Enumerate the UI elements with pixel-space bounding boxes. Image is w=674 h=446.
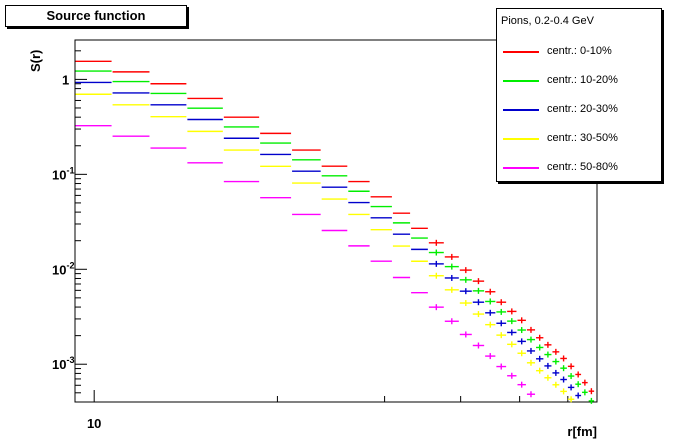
x-tick-label: 10 [87,416,101,431]
legend-label: centr.: 10-20% [547,74,618,86]
plot-frame [74,39,598,403]
tick-marks [75,50,569,403]
series-5 [75,124,536,398]
y-tick-label: 10-2 [52,260,74,277]
x-axis-label: r[fm] [567,424,597,439]
y-tick-exponent: -2 [66,260,74,270]
legend-label: centr.: 50-80% [547,161,618,173]
legend: Pions, 0.2-0.4 GeV centr.: 0-10% centr.: … [496,8,662,182]
y-tick-exponent: -3 [66,355,74,365]
y-tick-exponent: -1 [66,165,74,175]
y-tick-base: 1 [62,72,69,87]
series-4 [75,93,575,403]
series-1 [75,60,595,395]
legend-label: centr.: 30-50% [547,132,618,144]
y-tick-label: 1 [62,72,69,87]
legend-label: centr.: 0-10% [547,45,612,57]
legend-swatch [503,80,539,82]
data-points [75,60,595,404]
legend-swatch [503,167,539,169]
legend-label: centr.: 20-30% [547,103,618,115]
y-axis-label: S(r) [28,50,43,72]
tick-labels: 110-110-210-310 [52,72,101,431]
legend-swatch [503,51,539,53]
series-3 [75,81,582,399]
y-tick-label: 10-1 [52,165,74,182]
y-tick-label: 10-3 [52,355,74,372]
legend-swatch [503,138,539,140]
chart-title: Source function [5,5,187,27]
y-tick-base: 10 [52,262,66,277]
legend-swatch [503,109,539,111]
plot-area-border [74,39,598,403]
y-tick-base: 10 [52,167,66,182]
y-tick-base: 10 [52,357,66,372]
legend-title: Pions, 0.2-0.4 GeV [501,15,594,27]
series-2 [75,70,595,404]
